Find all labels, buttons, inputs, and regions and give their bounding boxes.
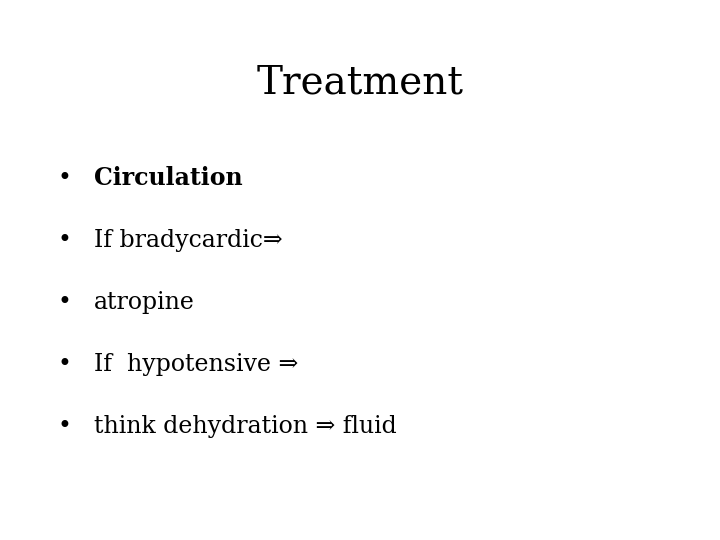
Text: If  hypotensive ⇒: If hypotensive ⇒ [94, 353, 298, 376]
Text: •: • [58, 229, 72, 252]
Text: •: • [58, 291, 72, 314]
Text: •: • [58, 167, 72, 190]
Text: •: • [58, 353, 72, 376]
Text: If bradycardic⇒: If bradycardic⇒ [94, 229, 282, 252]
Text: Treatment: Treatment [256, 65, 464, 102]
Text: Circulation: Circulation [94, 166, 242, 190]
Text: atropine: atropine [94, 291, 194, 314]
Text: think dehydration ⇒ fluid: think dehydration ⇒ fluid [94, 415, 396, 438]
Text: •: • [58, 415, 72, 438]
